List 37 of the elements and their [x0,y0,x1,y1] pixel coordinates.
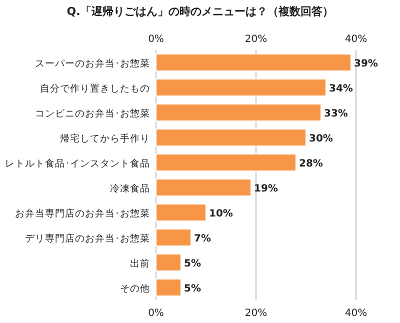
bar [156,254,182,272]
data-label: 28% [299,158,323,170]
y-tick-label: お弁当専門店のお弁当･お惣菜 [15,208,150,220]
x-tick-label: 20% [244,308,268,319]
data-label: 39% [354,58,378,70]
x2-tick-label: 40% [344,34,368,45]
data-label: 34% [329,84,353,94]
data-label: 7% [194,234,211,244]
y-tick-label: その他 [120,282,150,294]
y-tick-label: スーパーのお弁当･お惣菜 [35,58,150,70]
y-tick-label: レトルト食品･インスタント食品 [5,158,150,170]
y-tick-label: 帰宅してから手作り [60,132,150,144]
data-label: 5% [184,258,201,270]
x2-tick-label: 20% [244,34,268,45]
y-tick-label: デリ専門店のお弁当･お惣菜 [25,232,150,244]
data-label: 10% [209,208,233,220]
x-tick-label: 0% [148,308,164,319]
bar [156,128,306,146]
y-tick-label: 冷凍食品 [110,182,150,194]
chart-title: Q.「遅帰りごはん」の時のメニューは？（複数回答） [66,5,334,18]
data-label: 19% [254,184,278,194]
bar [156,154,296,172]
bar [156,104,322,122]
bar [156,228,192,246]
data-label: 5% [184,284,201,294]
y-tick-label: 出前 [130,258,150,270]
data-label: 30% [309,134,333,144]
bar [156,78,326,96]
x-tick-label: 40% [344,308,368,319]
data-label: 33% [324,108,348,120]
bar [156,278,182,296]
bar [156,204,206,222]
bar [156,178,252,196]
y-tick-label: コンビニのお弁当･お惣菜 [35,108,150,120]
x2-tick-label: 0% [148,34,164,45]
bar [156,54,352,72]
y-tick-label: 自分で作り置きしたもの [40,82,150,94]
